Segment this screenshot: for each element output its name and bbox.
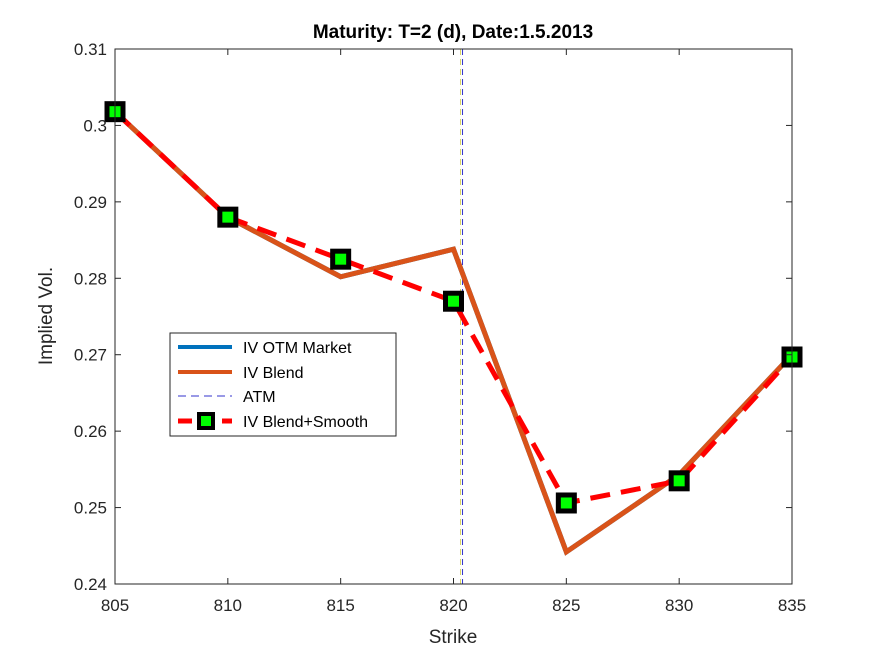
legend-label-iv-otm-market: IV OTM Market (243, 340, 352, 357)
y-axis-label: Implied Vol. (36, 267, 57, 365)
series-layer (104, 49, 803, 584)
iv-blend-smooth-marker (217, 206, 239, 228)
chart-title: Maturity: T=2 (d), Date:1.5.2013 (313, 22, 593, 43)
y-tick-label: 0.3 (83, 116, 107, 135)
iv-blend-smooth-marker (330, 248, 352, 270)
legend-label-iv-blend: IV Blend (243, 365, 303, 382)
legend-label-iv-blend-smooth: IV Blend+Smooth (243, 414, 368, 431)
legend-label-atm: ATM (243, 389, 276, 406)
x-tick-label: 805 (101, 596, 129, 615)
plot-area (115, 49, 792, 584)
y-tick-label: 0.31 (74, 40, 107, 59)
y-tick-label: 0.29 (74, 193, 107, 212)
x-tick-label: 830 (665, 596, 693, 615)
x-tick-label: 835 (778, 596, 806, 615)
x-tick-label: 825 (552, 596, 580, 615)
iv-blend-smooth-marker (443, 290, 464, 312)
y-tick-label: 0.28 (74, 269, 107, 288)
iv-blend-smooth-marker (555, 492, 577, 514)
y-tick-label: 0.24 (74, 575, 107, 594)
x-tick-label: 815 (326, 596, 354, 615)
tick-layer: 805 810 815 820 825 830 835 0.24 0.25 0.26 0.27 0.2… (74, 40, 806, 615)
y-tick-label: 0.25 (74, 499, 107, 518)
x-tick-label: 820 (439, 596, 467, 615)
legend: IV OTM Market IV Blend ATM IV Blend+Smoo… (169, 332, 397, 437)
x-tick-label: 810 (214, 596, 242, 615)
iv-blend-smooth-marker (668, 470, 690, 492)
legend-marker-iv-blend-smooth (197, 412, 215, 430)
y-tick-label: 0.27 (74, 346, 107, 365)
x-axis-label: Strike (429, 627, 478, 648)
y-tick-label: 0.26 (74, 422, 107, 441)
